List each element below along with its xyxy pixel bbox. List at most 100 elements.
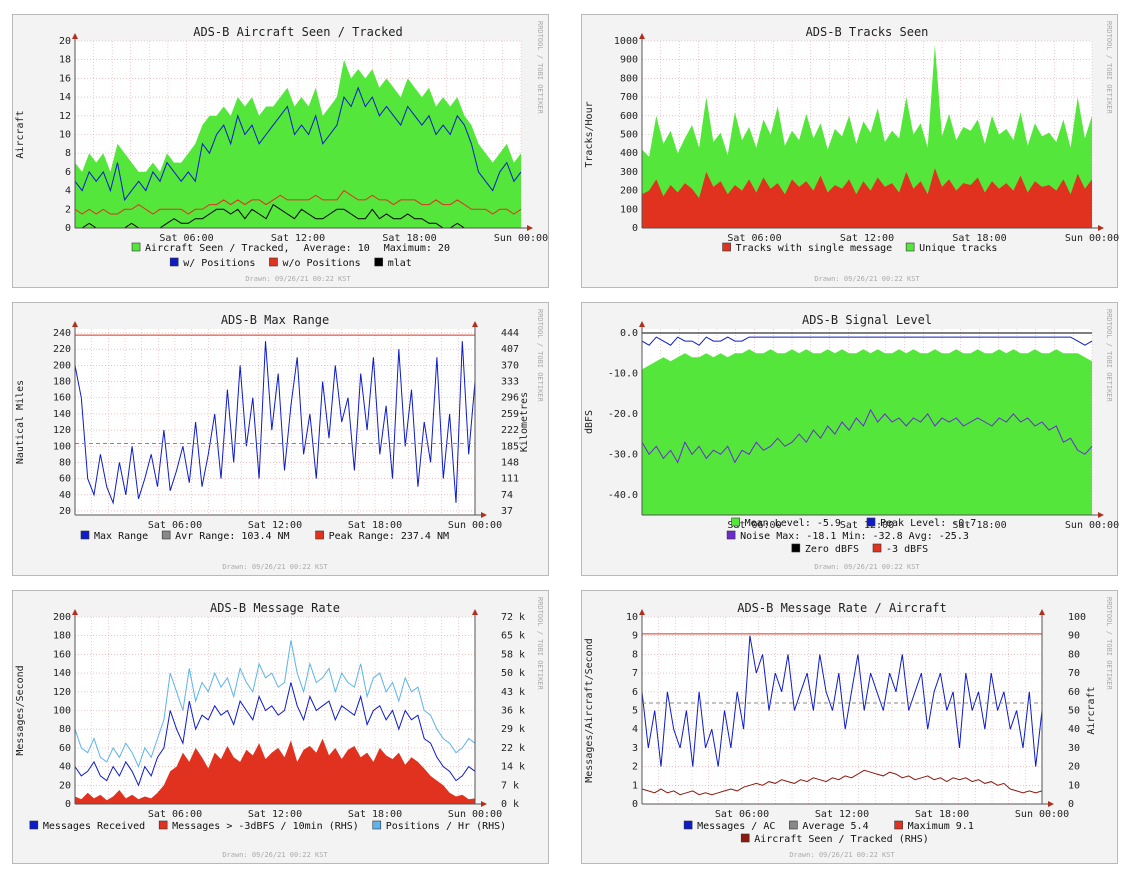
series-area [642, 349, 1092, 515]
y-tick-label: 200 [620, 186, 638, 197]
y-axis-arrow [639, 609, 645, 615]
legend-text: Noise Max: -18.1 Min: -32.8 Avg: -25.3 [740, 531, 969, 542]
watermark: RRDTOOL / TOBI OETIKER [536, 309, 544, 403]
legend-swatch [866, 517, 876, 527]
panel-message-rate-aircraft: ADS-B Message Rate / Aircraft RRDTOOL / T… [581, 590, 1118, 864]
x-tick-label: Sat 18:00 [348, 809, 402, 820]
legend-swatch [374, 257, 384, 267]
x-tick-label: Sat 12:00 [840, 233, 894, 244]
x-tick-label: Sun 00:00 [448, 520, 502, 531]
panel-max-range: ADS-B Max Range RRDTOOL / TOBI OETIKER 20 3… [12, 302, 549, 576]
x-tick-label: Sat 12:00 [271, 233, 325, 244]
y2-tick-label: 65 k [501, 631, 525, 642]
y-tick-label: 140 [53, 668, 71, 679]
series-line [74, 189, 522, 215]
legend-text: Maximum 9.1 [908, 821, 974, 832]
y-tick-label: 20 [59, 780, 71, 791]
legend-text: Aircraft Seen / Tracked (RHS) [754, 834, 929, 845]
legend-swatch [894, 820, 903, 830]
x-axis-arrow [481, 801, 487, 807]
panel-tracks-seen: ADS-B Tracks Seen RRDTOOL / TOBI OETIKER 0… [581, 14, 1119, 288]
y-tick-label: 6 [65, 167, 71, 178]
y-tick-label: 6 [632, 687, 638, 698]
y-tick-label: 240 [53, 328, 71, 339]
y2-tick-label: 259 [501, 409, 519, 420]
legend-text: Maximum: 20 [384, 243, 450, 254]
y2-tick-label: 296 [501, 393, 519, 404]
legend-swatch [731, 517, 740, 527]
y-axis-label: dBFS [584, 410, 595, 434]
legend-text: Average: 10 [304, 243, 370, 254]
y-tick-label: 200 [53, 612, 71, 623]
x-tick-label: Sat 18:00 [915, 809, 969, 820]
y-tick-label: 900 [620, 55, 638, 66]
legend-text: Tracks with single message [736, 243, 893, 254]
chart-signal-level: ADS-B Signal Level RRDTOOL / TOBI OETIKER… [584, 309, 1119, 571]
x-axis-arrow [1098, 512, 1104, 518]
y-tick-label: 12 [59, 111, 71, 122]
drawn-timestamp: Drawn: 09/26/21 00:22 KST [222, 563, 328, 571]
y-tick-label: 180 [53, 631, 71, 642]
legend-text: Messages > -3dBFS / 10min (RHS) [172, 821, 359, 832]
legend-swatch [315, 530, 324, 540]
drawn-timestamp: Drawn: 09/26/21 00:22 KST [222, 851, 328, 859]
y-tick-label: 16 [59, 73, 71, 84]
y-tick-label: 20 [59, 36, 71, 47]
x-axis-arrow [1048, 801, 1054, 807]
x-tick-label: Sat 06:00 [148, 809, 202, 820]
y2-tick-label: 40 [1068, 724, 1080, 735]
y-tick-label: 180 [53, 377, 71, 388]
series-line [74, 86, 522, 202]
y2-tick-label: 50 [1068, 706, 1080, 717]
y-tick-label: 2 [632, 762, 638, 773]
x-tick-label: Sun 00:00 [448, 809, 502, 820]
y-axis-label: Messages/Aircraft/Second [584, 638, 595, 783]
y2-tick-label: 37 [501, 506, 513, 517]
y-tick-label: 300 [620, 167, 638, 178]
legend-text: Zero dBFS [805, 544, 859, 555]
x-tick-label: Sat 12:00 [248, 520, 302, 531]
series-line [74, 682, 476, 787]
y-tick-label: 0 [632, 223, 638, 234]
y-tick-label: 80 [59, 724, 71, 735]
y-axis-label: Messages/Second [15, 665, 26, 755]
y2-tick-label: 43 k [501, 687, 525, 698]
y-tick-label: 100 [53, 706, 71, 717]
legend-swatch [269, 257, 278, 267]
y2-tick-label: 22 k [501, 743, 525, 754]
x-axis-arrow [481, 512, 487, 518]
chart-max-range: ADS-B Max Range RRDTOOL / TOBI OETIKER 20 3… [15, 309, 544, 571]
y2-tick-label: 74 [501, 490, 513, 501]
chart-message-rate: ADS-B Message Rate RRDTOOL / TOBI OETIKER… [15, 597, 544, 859]
series-line [74, 640, 476, 768]
chart-aircraft-seen: ADS-B Aircraft Seen / Tracked RRDTOOL / T… [15, 21, 548, 283]
x-tick-label: Sat 06:00 [727, 520, 781, 531]
chart-title: ADS-B Message Rate / Aircraft [737, 601, 947, 615]
x-tick-label: Sat 06:00 [727, 233, 781, 244]
y-tick-label: 4 [65, 186, 71, 197]
legend-text: Messages / AC [697, 821, 775, 832]
y-tick-label: 600 [620, 111, 638, 122]
y2-tick-label: 70 [1068, 668, 1080, 679]
chart-title: ADS-B Aircraft Seen / Tracked [193, 25, 403, 39]
series-area [642, 168, 1092, 228]
y-tick-label: 14 [59, 92, 71, 103]
watermark: RRDTOOL / TOBI OETIKER [536, 21, 544, 115]
y-tick-label: 60 [59, 474, 71, 485]
y2-tick-label: 14 k [501, 762, 525, 773]
legend-text: Mean Level: -5.9 [745, 518, 841, 529]
legend-swatch [161, 530, 171, 540]
legend-swatch [131, 242, 141, 252]
y2-tick-label: 222 [501, 425, 519, 436]
chart-title: ADS-B Max Range [221, 313, 329, 327]
legend-text: Peak Level: -0.7 [880, 518, 976, 529]
x-tick-label: Sat 18:00 [952, 233, 1006, 244]
legend-text: Max Range [94, 531, 148, 542]
y-tick-label: 80 [59, 457, 71, 468]
watermark: RRDTOOL / TOBI OETIKER [536, 597, 544, 691]
legend-swatch [158, 820, 168, 830]
legend-swatch [683, 820, 693, 830]
chart-tracks-seen: ADS-B Tracks Seen RRDTOOL / TOBI OETIKER 0… [584, 21, 1119, 283]
y-tick-label: 500 [620, 130, 638, 141]
legend-text: Messages Received [43, 821, 145, 832]
